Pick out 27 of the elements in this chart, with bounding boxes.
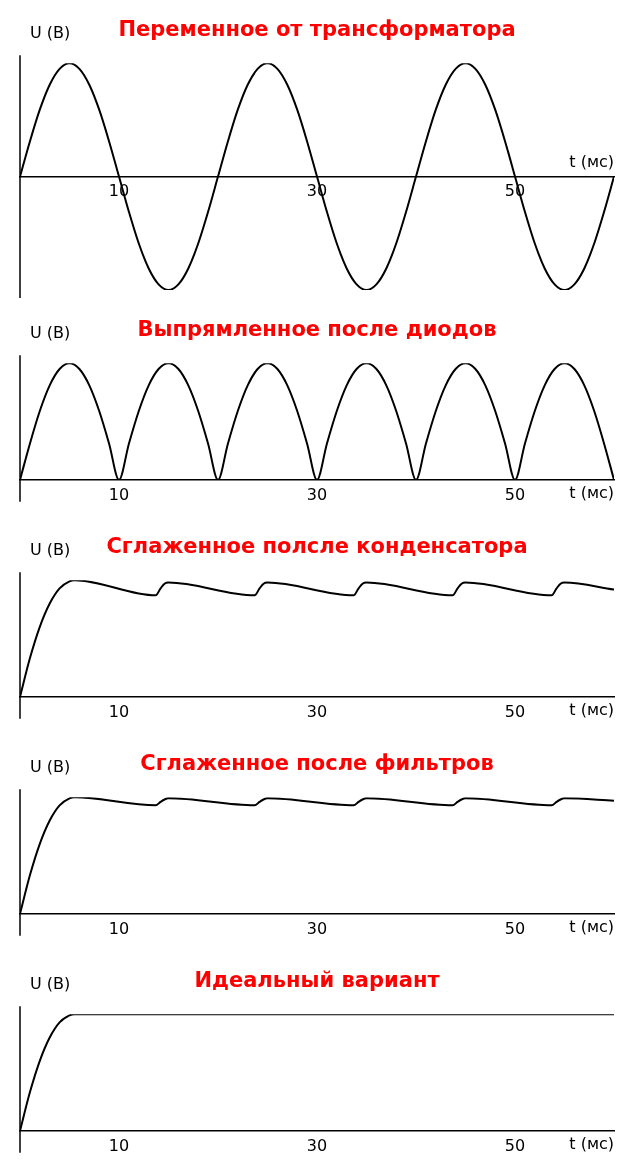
x-tick-label: 50 — [504, 484, 526, 504]
x-tick-label: 30 — [306, 701, 328, 721]
x-axis-title: t (мс) — [569, 482, 614, 502]
x-axis-title: t (мс) — [569, 151, 614, 171]
x-tick-label: 10 — [108, 1135, 130, 1155]
x-tick-label: 30 — [306, 1135, 328, 1155]
x-tick-label: 10 — [108, 701, 130, 721]
chart-title: Идеальный вариант — [194, 968, 441, 993]
chart-title: Сглаженное полсле конденсатора — [106, 534, 528, 559]
chart-title: Сглаженное после фильтров — [140, 751, 494, 776]
x-tick-label: 50 — [504, 918, 526, 938]
x-tick-label: 30 — [306, 484, 328, 504]
y-axis-title: U (В) — [30, 973, 71, 993]
x-tick-label: 50 — [504, 701, 526, 721]
x-tick-label: 10 — [108, 484, 130, 504]
y-axis-title: U (В) — [30, 22, 71, 42]
y-axis-title: U (В) — [30, 539, 71, 559]
x-tick-label: 10 — [108, 918, 130, 938]
x-axis-title: t (мс) — [569, 916, 614, 936]
chart-title: Выпрямленное после диодов — [137, 317, 497, 342]
x-axis-title: t (мс) — [569, 1133, 614, 1153]
x-tick-label: 30 — [306, 918, 328, 938]
y-axis-title: U (В) — [30, 322, 71, 342]
x-tick-label: 50 — [504, 1135, 526, 1155]
chart-title: Переменное от трансформатора — [118, 17, 516, 42]
x-axis-title: t (мс) — [569, 699, 614, 719]
y-axis-title: U (В) — [30, 756, 71, 776]
